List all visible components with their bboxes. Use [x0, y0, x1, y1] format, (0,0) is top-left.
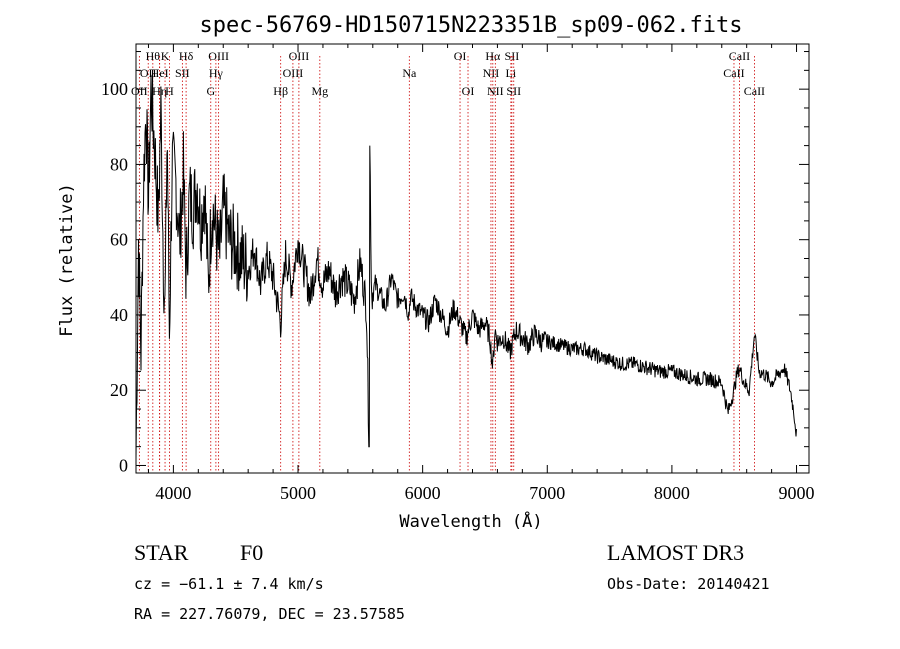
line-label: Li: [506, 66, 517, 80]
y-axis-label: Flux (relative): [57, 183, 77, 337]
x-tick-label: 8000: [654, 483, 690, 503]
survey-name: LAMOST DR3: [607, 540, 744, 565]
x-tick-label: 4000: [155, 483, 191, 503]
line-label: G: [206, 84, 215, 98]
flux-series: [135, 71, 797, 459]
line-label: HeI: [151, 66, 169, 80]
y-axis-ticks: 0 20 40 60 80 100: [101, 51, 809, 475]
coordinates: RA = 227.76079, DEC = 23.57585: [134, 605, 405, 623]
y-tick-label: 60: [110, 230, 128, 250]
line-label: Na: [402, 66, 417, 80]
line-label: SII: [506, 84, 521, 98]
line-label: CaII: [744, 84, 765, 98]
object-subclass: F0: [240, 540, 263, 565]
y-tick-label: 100: [101, 79, 128, 99]
y-tick-label: 20: [110, 380, 128, 400]
line-label: NII: [487, 84, 504, 98]
line-label: Hγ: [209, 66, 224, 80]
line-label: Hθ: [146, 49, 161, 63]
line-label: OI: [462, 84, 475, 98]
spectral-line-markers: OIIOIIHθHηHeIKHSIIHδGHγOIIIHβOIIIOIIIMgN…: [131, 49, 765, 473]
x-tick-label: 5000: [280, 483, 316, 503]
obs-date: Obs-Date: 20140421: [607, 575, 770, 593]
line-label: Hδ: [179, 49, 194, 63]
line-label: OI: [454, 49, 467, 63]
line-label: SII: [505, 49, 520, 63]
line-label: CaII: [729, 49, 750, 63]
line-label: CaII: [723, 66, 744, 80]
line-label: Hβ: [273, 84, 288, 98]
chart-title: spec-56769-HD150715N223351B_sp09-062.fit…: [199, 13, 742, 38]
x-tick-label: 9000: [779, 483, 815, 503]
y-tick-label: 40: [110, 305, 128, 325]
x-axis-ticks: 4000 5000 6000 7000 8000 9000: [147, 44, 815, 503]
object-class: STAR: [134, 540, 189, 565]
x-tick-label: 7000: [529, 483, 565, 503]
y-tick-label: 80: [110, 154, 128, 174]
line-label: SII: [175, 66, 190, 80]
line-label: OIII: [289, 49, 310, 63]
line-label: Hα: [485, 49, 501, 63]
redshift-readout: cz = −61.1 ± 7.4 km/s: [134, 575, 324, 593]
line-label: OII: [131, 84, 148, 98]
flux-line: [135, 71, 797, 459]
line-label: OIII: [208, 49, 229, 63]
line-label: OIII: [283, 66, 304, 80]
line-label: K: [161, 49, 170, 63]
x-tick-label: 6000: [405, 483, 441, 503]
x-axis-label: Wavelength (Å): [399, 510, 542, 532]
y-tick-label: 0: [119, 455, 128, 475]
line-label: Mg: [311, 84, 328, 98]
line-label: NII: [483, 66, 500, 80]
line-label: H: [165, 84, 174, 98]
